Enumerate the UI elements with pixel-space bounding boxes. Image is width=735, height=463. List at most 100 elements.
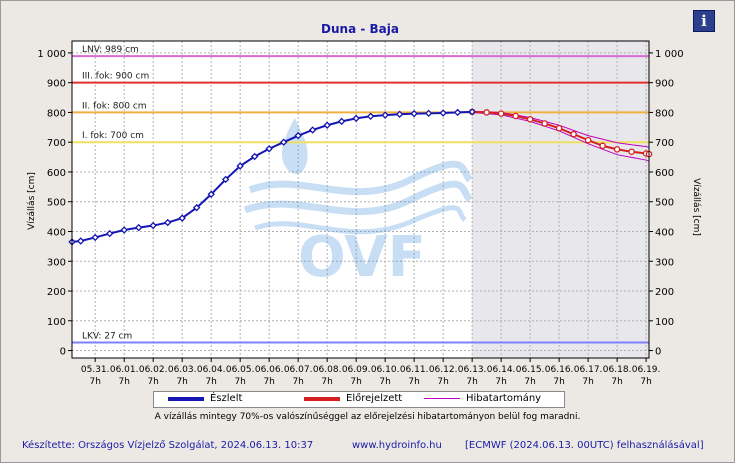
y-tick-label-left: 700 xyxy=(47,138,66,149)
x-tick-label-hour: 7h xyxy=(176,377,187,387)
y-tick-label-left: 900 xyxy=(47,79,66,90)
legend-label-forecast: Előrejelzett xyxy=(346,393,403,404)
y-tick-label-right: 0 xyxy=(655,347,661,358)
x-tick-label-hour: 7h xyxy=(437,377,448,387)
x-tick-label-date: 06.19. xyxy=(632,365,661,375)
watermark-text: OVF xyxy=(298,225,426,290)
forecast-point xyxy=(526,116,534,123)
x-tick-label-hour: 7h xyxy=(234,377,245,387)
y-tick-label-right: 400 xyxy=(655,227,674,238)
observed-point xyxy=(439,109,447,117)
x-tick-label-hour: 7h xyxy=(582,377,593,387)
observed-point xyxy=(265,145,273,153)
wave-icon xyxy=(254,205,467,235)
info-icon[interactable]: i xyxy=(693,10,715,32)
reference-line-label: III. fok: 900 cm xyxy=(82,72,149,82)
y-tick-label-right: 300 xyxy=(655,257,674,268)
y-tick-label-right: 500 xyxy=(655,198,674,209)
y-tick-label-right: 200 xyxy=(655,287,674,298)
wave-icon xyxy=(248,160,473,196)
x-tick-label-date: 06.07. xyxy=(284,365,313,375)
observed-point xyxy=(236,162,244,170)
observed-point xyxy=(410,109,418,118)
forecast-point xyxy=(512,112,519,120)
y-tick-label-right: 800 xyxy=(655,108,674,119)
plot-border xyxy=(71,40,650,359)
x-tick-label-hour: 7h xyxy=(350,377,361,387)
observed-point xyxy=(192,203,201,212)
error-band-upper-line xyxy=(472,110,650,148)
x-tick-label-date: 06.12. xyxy=(429,365,458,375)
legend-swatch-error-band xyxy=(424,398,460,399)
forecast-note: A vízállás mintegy 70%-os valószínűségge… xyxy=(154,412,581,422)
x-tick-label-hour: 7h xyxy=(379,377,390,387)
x-tick-label-hour: 7h xyxy=(466,377,477,387)
x-tick-label-date: 06.05. xyxy=(226,365,255,375)
observed-point xyxy=(178,214,186,222)
observed-point xyxy=(294,131,302,140)
x-tick-label-hour: 7h xyxy=(147,377,158,387)
observed-point xyxy=(366,112,375,121)
y-tick-label-right: 700 xyxy=(655,138,674,149)
x-tick-label-date: 06.11. xyxy=(400,365,429,375)
forecast-point xyxy=(570,130,577,138)
observed-point xyxy=(453,108,462,117)
y-tick-label-left: 1 000 xyxy=(37,49,66,60)
y-tick-label-left: 600 xyxy=(47,168,66,179)
observed-point xyxy=(105,229,114,238)
x-tick-label-hour: 7h xyxy=(292,377,303,387)
x-tick-label-date: 06.09. xyxy=(342,365,371,375)
x-tick-label-hour: 7h xyxy=(408,377,419,387)
y-tick-label-left: 800 xyxy=(47,108,66,119)
x-tick-label-hour: 7h xyxy=(205,377,216,387)
x-tick-label-hour: 7h xyxy=(495,377,506,387)
reference-line-label: LKV: 27 cm xyxy=(82,332,132,342)
footer-website-link[interactable]: www.hydroinfo.hu xyxy=(352,440,442,451)
x-tick-label-hour: 7h xyxy=(263,377,274,387)
x-tick-label-hour: 7h xyxy=(118,377,129,387)
legend-label-error-band: Hibatartomány xyxy=(466,393,542,404)
y-tick-label-left: 0 xyxy=(60,347,66,358)
forecast-point xyxy=(599,142,606,150)
forecast-point xyxy=(483,109,490,116)
forecast-point xyxy=(613,146,621,153)
x-tick-label-date: 06.06. xyxy=(255,365,284,375)
legend-label-observed: Észlelt xyxy=(210,393,243,404)
x-tick-label-date: 06.16. xyxy=(545,365,574,375)
observed-point xyxy=(337,117,346,126)
legend-swatch-observed xyxy=(168,396,204,401)
x-tick-label-hour: 7h xyxy=(321,377,332,387)
reference-line-label: LNV: 989 cm xyxy=(82,45,139,55)
x-tick-label-date: 06.17. xyxy=(574,365,603,375)
observed-point xyxy=(163,218,172,227)
y-tick-label-right: 100 xyxy=(655,317,674,328)
x-tick-label-hour: 7h xyxy=(611,377,622,387)
x-tick-label-date: 06.04. xyxy=(197,365,226,375)
x-tick-label-date: 06.03. xyxy=(168,365,197,375)
observed-point xyxy=(279,138,288,146)
y-axis-label-right: Vízállás [cm] xyxy=(691,178,701,236)
x-tick-label-date: 06.15. xyxy=(516,365,545,375)
x-tick-label-date: 06.18. xyxy=(603,365,632,375)
observed-point xyxy=(149,221,157,230)
y-tick-label-left: 300 xyxy=(47,257,66,268)
wave-icon xyxy=(243,180,473,216)
series-layer xyxy=(68,108,653,246)
legend-swatch-forecast xyxy=(304,396,340,401)
footer-author: Készítette: Országos Vízjelző Szolgálat,… xyxy=(22,440,314,451)
observed-point xyxy=(468,108,476,116)
y-tick-label-left: 400 xyxy=(47,227,66,238)
forecast-shade xyxy=(472,41,649,358)
observed-point xyxy=(207,190,215,199)
x-tick-label-hour: 7h xyxy=(89,377,100,387)
observed-point xyxy=(134,223,143,232)
y-tick-label-left: 100 xyxy=(47,317,66,328)
observed-point xyxy=(308,126,317,134)
water-drop-icon xyxy=(281,118,308,174)
legend-item-forecast: Előrejelzett xyxy=(304,393,402,404)
x-tick-label-hour: 7h xyxy=(524,377,535,387)
observed-point xyxy=(91,233,99,242)
y-tick-label-right: 900 xyxy=(655,79,674,90)
observed-point xyxy=(221,175,230,184)
x-tick-label-date: 06.08. xyxy=(313,365,342,375)
